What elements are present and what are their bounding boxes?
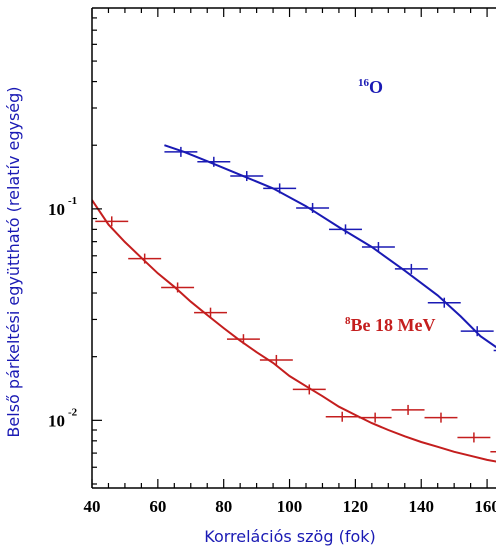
x-tick-label: 60 — [149, 497, 166, 516]
data-point-2 — [358, 412, 392, 423]
x-tick-label: 40 — [84, 497, 101, 516]
x-tick-label: 120 — [343, 497, 369, 516]
data-point-1 — [197, 156, 231, 167]
data-point-2 — [128, 253, 162, 264]
data-point-1 — [329, 224, 362, 235]
data-point-2 — [292, 384, 326, 395]
y-axis-title: Belső párkeltési együttható (relatív egy… — [4, 86, 23, 437]
series-label-main: O — [369, 77, 383, 97]
x-tick-label: 160 — [474, 497, 496, 516]
y-tick-mantissa: 10 — [48, 200, 65, 219]
series-label-superscript: 16 — [358, 77, 370, 89]
data-point-2 — [457, 432, 491, 443]
y-tick-exponent: -1 — [68, 195, 77, 207]
x-tick-label: 80 — [215, 497, 232, 516]
data-point-1 — [296, 202, 330, 213]
y-tick-label: 10 -1 — [48, 195, 77, 219]
x-tick-label: 100 — [277, 497, 303, 516]
series-curve-2 — [92, 199, 496, 463]
data-point-2 — [226, 334, 260, 345]
data-point-1 — [230, 171, 264, 182]
data-point-2 — [95, 216, 129, 227]
data-point-1 — [263, 183, 297, 194]
data-point-2 — [161, 282, 195, 293]
plot-background — [92, 8, 496, 488]
data-point-1 — [427, 297, 461, 308]
y-tick-label: 10 -2 — [48, 406, 78, 430]
data-point-1 — [164, 146, 198, 157]
data-point-2 — [194, 307, 227, 318]
data-point-1 — [394, 263, 428, 274]
x-tick-label: 140 — [408, 497, 434, 516]
x-axis-title: Korrelációs szög (fok) — [204, 527, 376, 546]
series-label-superscript: 8 — [345, 315, 351, 327]
data-point-2 — [424, 412, 458, 423]
y-tick-exponent: -2 — [68, 406, 78, 418]
data-point-1 — [460, 326, 494, 337]
data-point-2 — [259, 354, 293, 365]
data-point-1 — [361, 242, 395, 253]
data-point-2 — [325, 411, 359, 422]
y-tick-mantissa: 10 — [48, 411, 65, 430]
data-point-2 — [391, 404, 425, 415]
series-label-1: 16O — [358, 77, 383, 97]
series-label-2: 8Be 18 MeV — [345, 315, 435, 335]
series-label-main: Be 18 MeV — [351, 315, 436, 335]
